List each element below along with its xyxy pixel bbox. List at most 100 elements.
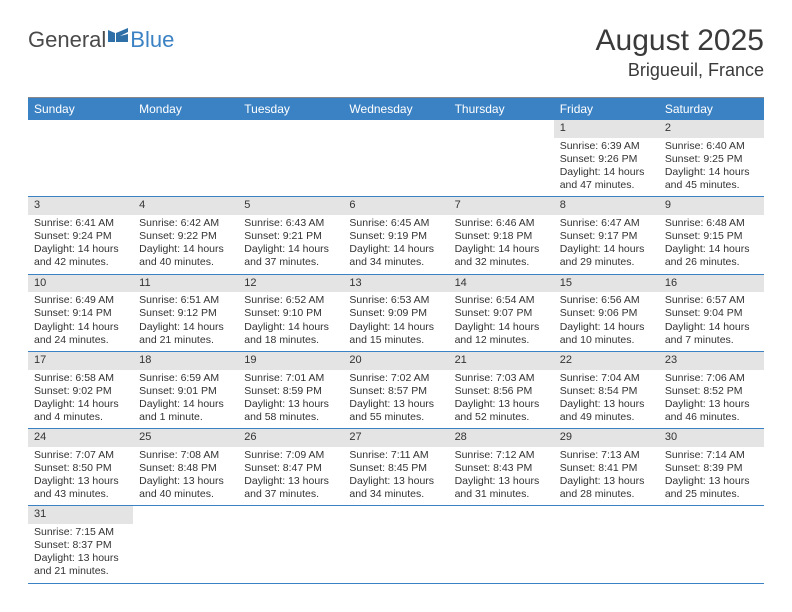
logo-text-1: General [28, 27, 106, 53]
day-cell: 29Sunrise: 7:13 AMSunset: 8:41 PMDayligh… [554, 429, 659, 505]
day-number: 6 [343, 197, 448, 215]
sunset-text: Sunset: 9:22 PM [139, 230, 232, 243]
day-number: 23 [659, 352, 764, 370]
sunrise-text: Sunrise: 6:54 AM [455, 294, 548, 307]
sunset-text: Sunset: 9:18 PM [455, 230, 548, 243]
day-header-thu: Thursday [449, 98, 554, 120]
daylight-text: Daylight: 13 hours and 55 minutes. [349, 398, 442, 424]
sunset-text: Sunset: 8:50 PM [34, 462, 127, 475]
sunset-text: Sunset: 8:57 PM [349, 385, 442, 398]
day-cell [133, 506, 238, 582]
day-cell: 15Sunrise: 6:56 AMSunset: 9:06 PMDayligh… [554, 275, 659, 351]
daylight-text: Daylight: 14 hours and 37 minutes. [244, 243, 337, 269]
day-body: Sunrise: 7:08 AMSunset: 8:48 PMDaylight:… [133, 447, 238, 506]
title-block: August 2025 Brigueuil, France [596, 24, 764, 81]
day-header-sat: Saturday [659, 98, 764, 120]
day-body: Sunrise: 7:06 AMSunset: 8:52 PMDaylight:… [659, 370, 764, 429]
sunrise-text: Sunrise: 6:45 AM [349, 217, 442, 230]
day-cell [449, 120, 554, 196]
calendar: Sunday Monday Tuesday Wednesday Thursday… [28, 97, 764, 584]
daylight-text: Daylight: 13 hours and 31 minutes. [455, 475, 548, 501]
day-body: Sunrise: 6:53 AMSunset: 9:09 PMDaylight:… [343, 292, 448, 351]
logo-text-2: Blue [130, 27, 174, 53]
sunset-text: Sunset: 9:25 PM [665, 153, 758, 166]
sunset-text: Sunset: 9:02 PM [34, 385, 127, 398]
day-body: Sunrise: 6:40 AMSunset: 9:25 PMDaylight:… [659, 138, 764, 197]
sunrise-text: Sunrise: 6:52 AM [244, 294, 337, 307]
day-cell [238, 506, 343, 582]
day-cell [343, 506, 448, 582]
daylight-text: Daylight: 13 hours and 52 minutes. [455, 398, 548, 424]
day-cell: 26Sunrise: 7:09 AMSunset: 8:47 PMDayligh… [238, 429, 343, 505]
day-cell: 11Sunrise: 6:51 AMSunset: 9:12 PMDayligh… [133, 275, 238, 351]
daylight-text: Daylight: 14 hours and 32 minutes. [455, 243, 548, 269]
day-number: 9 [659, 197, 764, 215]
day-number: 24 [28, 429, 133, 447]
sunrise-text: Sunrise: 7:14 AM [665, 449, 758, 462]
day-cell: 14Sunrise: 6:54 AMSunset: 9:07 PMDayligh… [449, 275, 554, 351]
sunrise-text: Sunrise: 6:51 AM [139, 294, 232, 307]
day-cell: 16Sunrise: 6:57 AMSunset: 9:04 PMDayligh… [659, 275, 764, 351]
daylight-text: Daylight: 14 hours and 24 minutes. [34, 321, 127, 347]
daylight-text: Daylight: 14 hours and 45 minutes. [665, 166, 758, 192]
day-body: Sunrise: 6:54 AMSunset: 9:07 PMDaylight:… [449, 292, 554, 351]
daylight-text: Daylight: 13 hours and 46 minutes. [665, 398, 758, 424]
sunrise-text: Sunrise: 6:57 AM [665, 294, 758, 307]
sunrise-text: Sunrise: 6:41 AM [34, 217, 127, 230]
day-cell [133, 120, 238, 196]
sunset-text: Sunset: 8:59 PM [244, 385, 337, 398]
daylight-text: Daylight: 13 hours and 21 minutes. [34, 552, 127, 578]
day-number: 20 [343, 352, 448, 370]
day-cell [343, 120, 448, 196]
day-cell [28, 120, 133, 196]
sunrise-text: Sunrise: 6:56 AM [560, 294, 653, 307]
day-body: Sunrise: 6:46 AMSunset: 9:18 PMDaylight:… [449, 215, 554, 274]
day-cell: 27Sunrise: 7:11 AMSunset: 8:45 PMDayligh… [343, 429, 448, 505]
sunrise-text: Sunrise: 7:09 AM [244, 449, 337, 462]
daylight-text: Daylight: 13 hours and 49 minutes. [560, 398, 653, 424]
day-number: 22 [554, 352, 659, 370]
day-number: 21 [449, 352, 554, 370]
day-body: Sunrise: 6:45 AMSunset: 9:19 PMDaylight:… [343, 215, 448, 274]
day-number: 1 [554, 120, 659, 138]
sunrise-text: Sunrise: 7:07 AM [34, 449, 127, 462]
day-cell: 6Sunrise: 6:45 AMSunset: 9:19 PMDaylight… [343, 197, 448, 273]
day-body: Sunrise: 6:57 AMSunset: 9:04 PMDaylight:… [659, 292, 764, 351]
day-number: 14 [449, 275, 554, 293]
day-body: Sunrise: 7:11 AMSunset: 8:45 PMDaylight:… [343, 447, 448, 506]
day-cell: 13Sunrise: 6:53 AMSunset: 9:09 PMDayligh… [343, 275, 448, 351]
sunrise-text: Sunrise: 6:42 AM [139, 217, 232, 230]
sunrise-text: Sunrise: 7:11 AM [349, 449, 442, 462]
sunrise-text: Sunrise: 7:03 AM [455, 372, 548, 385]
day-number: 25 [133, 429, 238, 447]
sunset-text: Sunset: 9:21 PM [244, 230, 337, 243]
day-body: Sunrise: 6:41 AMSunset: 9:24 PMDaylight:… [28, 215, 133, 274]
day-body: Sunrise: 7:13 AMSunset: 8:41 PMDaylight:… [554, 447, 659, 506]
sunrise-text: Sunrise: 6:58 AM [34, 372, 127, 385]
day-body: Sunrise: 7:14 AMSunset: 8:39 PMDaylight:… [659, 447, 764, 506]
day-number: 7 [449, 197, 554, 215]
daylight-text: Daylight: 14 hours and 15 minutes. [349, 321, 442, 347]
day-header-row: Sunday Monday Tuesday Wednesday Thursday… [28, 98, 764, 120]
day-body: Sunrise: 6:43 AMSunset: 9:21 PMDaylight:… [238, 215, 343, 274]
sunrise-text: Sunrise: 7:13 AM [560, 449, 653, 462]
day-cell: 22Sunrise: 7:04 AMSunset: 8:54 PMDayligh… [554, 352, 659, 428]
weeks-container: 1Sunrise: 6:39 AMSunset: 9:26 PMDaylight… [28, 120, 764, 584]
daylight-text: Daylight: 14 hours and 10 minutes. [560, 321, 653, 347]
day-number: 19 [238, 352, 343, 370]
day-cell [554, 506, 659, 582]
sunset-text: Sunset: 9:19 PM [349, 230, 442, 243]
daylight-text: Daylight: 14 hours and 12 minutes. [455, 321, 548, 347]
sunrise-text: Sunrise: 6:39 AM [560, 140, 653, 153]
day-cell: 24Sunrise: 7:07 AMSunset: 8:50 PMDayligh… [28, 429, 133, 505]
daylight-text: Daylight: 14 hours and 47 minutes. [560, 166, 653, 192]
day-cell: 19Sunrise: 7:01 AMSunset: 8:59 PMDayligh… [238, 352, 343, 428]
sunrise-text: Sunrise: 6:53 AM [349, 294, 442, 307]
sunrise-text: Sunrise: 7:06 AM [665, 372, 758, 385]
sunrise-text: Sunrise: 6:40 AM [665, 140, 758, 153]
day-number: 26 [238, 429, 343, 447]
day-body: Sunrise: 6:56 AMSunset: 9:06 PMDaylight:… [554, 292, 659, 351]
daylight-text: Daylight: 14 hours and 29 minutes. [560, 243, 653, 269]
daylight-text: Daylight: 13 hours and 58 minutes. [244, 398, 337, 424]
day-header-fri: Friday [554, 98, 659, 120]
